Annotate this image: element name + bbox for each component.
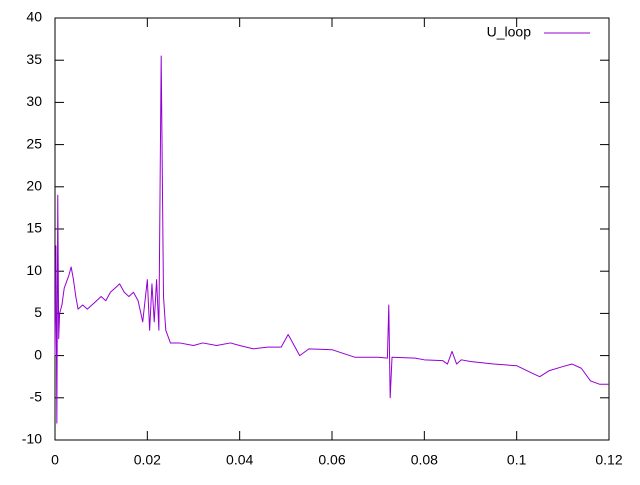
y-tick-label: -10 — [22, 431, 42, 447]
y-tick-label: 35 — [26, 51, 42, 67]
legend-label: U_loop — [487, 24, 532, 40]
y-tick-label: 30 — [26, 93, 42, 109]
y-tick-label: 25 — [26, 135, 42, 151]
x-tick-label: 0.04 — [226, 452, 253, 468]
y-tick-label: 15 — [26, 220, 42, 236]
x-tick-label: 0.02 — [134, 452, 161, 468]
x-tick-label: 0.12 — [595, 452, 622, 468]
y-tick-label: 0 — [34, 346, 42, 362]
x-tick-label: 0.08 — [411, 452, 438, 468]
plot-frame — [54, 17, 610, 441]
x-tick-label: 0.06 — [318, 452, 345, 468]
y-tick-label: 10 — [26, 262, 42, 278]
y-tick-label: 5 — [34, 304, 42, 320]
y-tick-label: 20 — [26, 178, 42, 194]
x-tick-label: 0.1 — [507, 452, 527, 468]
data-line — [54, 55, 609, 424]
x-tick-label: 0 — [51, 452, 59, 468]
y-tick-label: -5 — [30, 389, 43, 405]
y-tick-label: 40 — [26, 9, 42, 25]
